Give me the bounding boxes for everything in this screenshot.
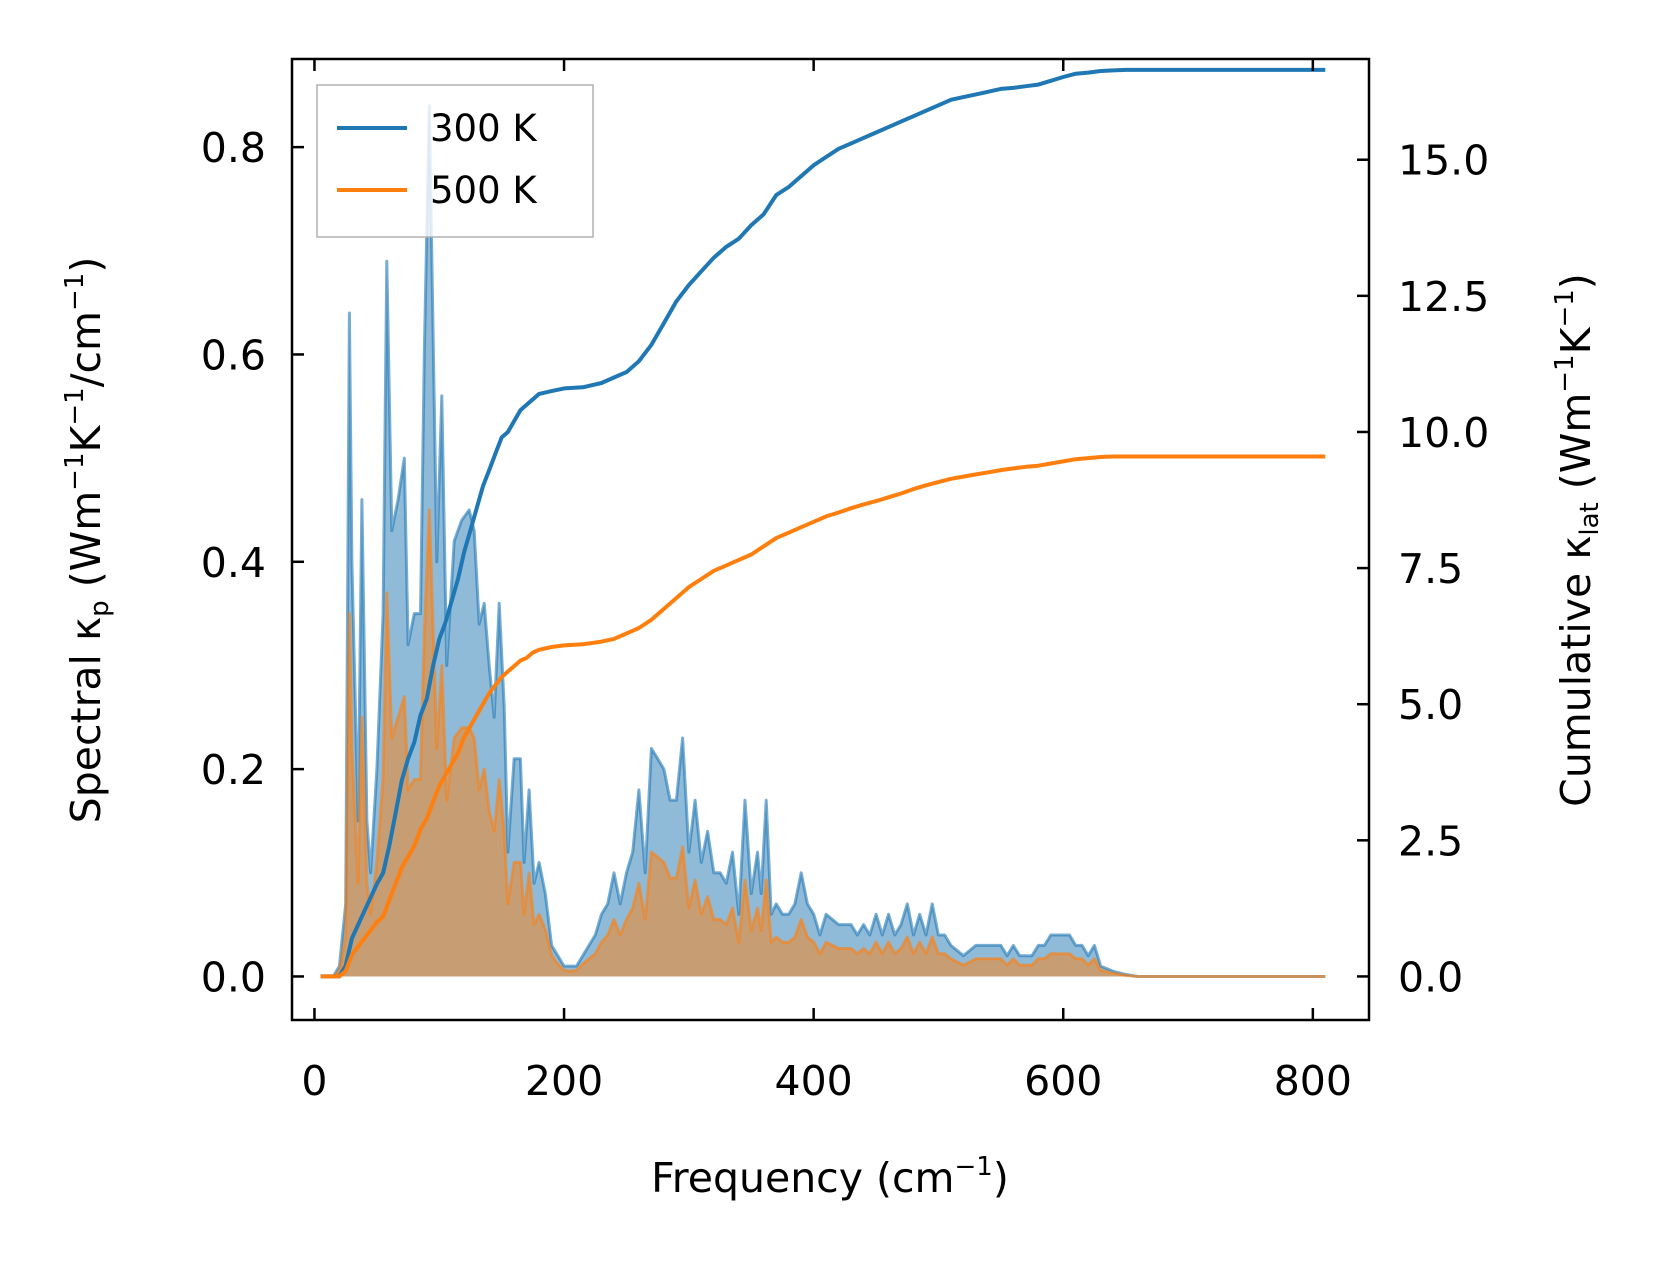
y-left-tick-label: 0.2 bbox=[201, 746, 266, 794]
y-left-title-part: p bbox=[85, 600, 115, 617]
y-right-title-part: (Wm bbox=[1552, 393, 1600, 503]
y-left-title-part: ) bbox=[62, 257, 110, 273]
spectral-line-300k bbox=[320, 104, 1326, 978]
y-right-tick-label: 5.0 bbox=[1398, 681, 1463, 729]
y-right-title-part: Cumulative κ bbox=[1552, 536, 1600, 807]
y-left-title-part: K bbox=[62, 425, 110, 453]
y-right-tick-label: 7.5 bbox=[1398, 545, 1463, 593]
y-right-tick-label: 0.0 bbox=[1398, 953, 1463, 1001]
x-tick-label: 800 bbox=[1274, 1057, 1352, 1105]
y-left-tick-label: 0.6 bbox=[201, 331, 266, 379]
y-left-tick-label: 0.0 bbox=[201, 953, 266, 1001]
cumulative-line-500k bbox=[320, 454, 1326, 979]
x-tick-label: 400 bbox=[775, 1057, 853, 1105]
y-left-title-part: −1 bbox=[60, 387, 90, 425]
y-left-tick-label: 0.8 bbox=[201, 124, 266, 172]
y-left-title-part: −1 bbox=[60, 273, 90, 311]
x-axis-title-sup: −1 bbox=[955, 1152, 993, 1182]
legend-label-300k: 300 K bbox=[430, 107, 538, 150]
y-right-tick-label: 12.5 bbox=[1398, 273, 1489, 321]
y-right-title-part: K bbox=[1552, 326, 1600, 354]
y-left-title-part: Spectral κ bbox=[62, 617, 110, 823]
x-tick-label: 0 bbox=[301, 1057, 327, 1105]
cumulative-line-300k bbox=[320, 67, 1326, 979]
spectral-fill-500k bbox=[320, 510, 1326, 977]
y-left-axis-title: Spectral κp (Wm−1K−1/cm−1) bbox=[60, 257, 115, 824]
x-axis-title-end: ) bbox=[993, 1154, 1009, 1202]
x-tick-label: 200 bbox=[525, 1057, 603, 1105]
y-left-tick-label: 0.4 bbox=[201, 539, 266, 587]
y-right-tick-label: 2.5 bbox=[1398, 817, 1463, 865]
spectral-fills bbox=[320, 105, 1326, 977]
x-tick-label: 600 bbox=[1024, 1057, 1102, 1105]
y-right-tick-label: 10.0 bbox=[1398, 409, 1489, 457]
y-left-ticks: 0.0 0.2 0.4 0.6 0.8 bbox=[201, 124, 304, 1001]
x-axis-title-main: Frequency (cm bbox=[651, 1154, 954, 1202]
y-right-title-part: ) bbox=[1552, 273, 1600, 289]
y-right-title-part: −1 bbox=[1550, 354, 1580, 392]
y-left-title-part: /cm bbox=[62, 311, 110, 387]
y-left-title-part: (Wm bbox=[62, 491, 110, 601]
legend-label-500k: 500 K bbox=[430, 169, 538, 212]
y-right-ticks: 0.0 2.5 5.0 7.5 10.0 12.5 15.0 bbox=[1357, 137, 1489, 1001]
y-right-axis-title: Cumulative κlat (Wm−1K−1) bbox=[1550, 273, 1605, 807]
plot-frame bbox=[290, 57, 1371, 1022]
legend: 300 K 500 K bbox=[316, 84, 594, 238]
legend-box bbox=[316, 84, 594, 238]
y-right-title-part: −1 bbox=[1550, 289, 1580, 327]
y-right-title-part: lat bbox=[1575, 502, 1605, 535]
x-axis-title: Frequency (cm−1) bbox=[651, 1152, 1009, 1202]
y-right-tick-label: 15.0 bbox=[1398, 137, 1489, 185]
x-ticks: 0 200 400 600 800 bbox=[301, 59, 1352, 1105]
cumulative-lines bbox=[320, 67, 1326, 979]
spectral-line-500k bbox=[320, 508, 1326, 978]
spectral-lines bbox=[320, 104, 1326, 978]
y-left-title-part: −1 bbox=[60, 453, 90, 491]
